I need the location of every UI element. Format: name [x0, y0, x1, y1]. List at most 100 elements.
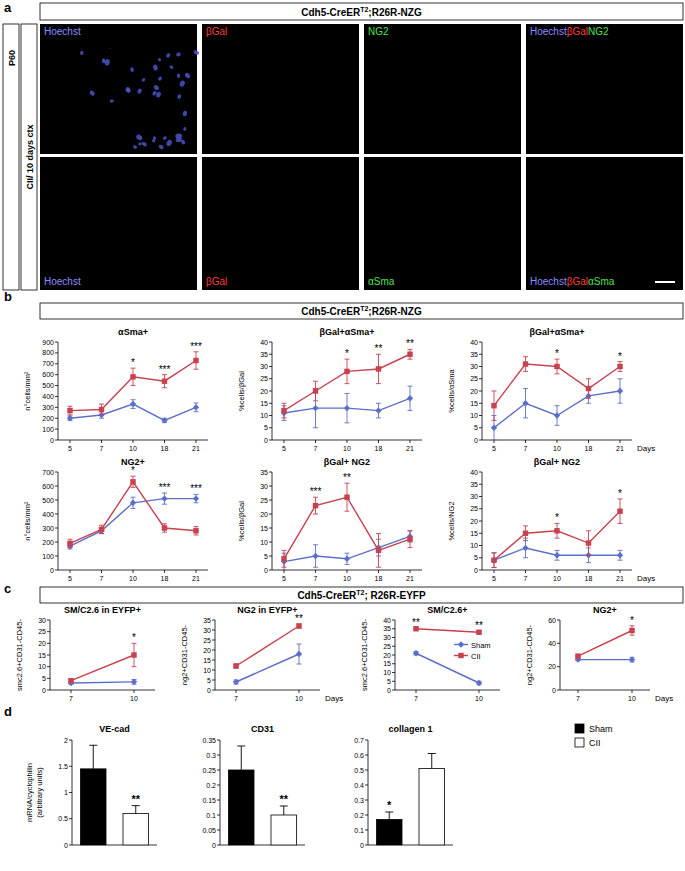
x-tick — [632, 690, 633, 693]
y-axis-label: %cells/αSma — [447, 368, 456, 412]
x-tick — [315, 440, 316, 443]
y-tick-label: 0.1 — [354, 827, 364, 834]
y-tick-label: 30 — [260, 483, 268, 490]
y-tick-label: 20 — [260, 511, 268, 518]
error-cap — [523, 417, 528, 418]
chart-title: βGal+ NG2 — [324, 457, 370, 467]
x-tick-label: 7 — [524, 445, 528, 452]
x-tick-label: 10 — [553, 445, 561, 452]
error-cap — [586, 378, 591, 379]
error-bar — [523, 357, 528, 372]
error-line — [389, 812, 390, 820]
marker — [586, 540, 591, 545]
y-tick — [217, 845, 220, 846]
x-tick-label: 21 — [616, 575, 624, 582]
series-line — [494, 548, 620, 560]
error-bar — [234, 664, 239, 668]
error-cap — [492, 567, 497, 568]
y-tick — [269, 486, 272, 487]
error-cap — [492, 567, 497, 568]
y-tick-label: 0.2 — [206, 782, 216, 789]
error-cap — [282, 570, 287, 571]
plot-area — [413, 626, 482, 686]
channel-label: HoechstβGalαSma — [530, 276, 615, 287]
significance: ** — [279, 793, 288, 805]
marker — [554, 412, 560, 418]
y-tick-label: 400 — [42, 511, 54, 518]
channel-label: βGal — [206, 26, 227, 37]
y-tick — [69, 792, 72, 793]
nucleus — [157, 58, 162, 63]
plot-area — [81, 745, 149, 845]
error-cap — [345, 564, 350, 565]
error-bar — [555, 406, 560, 426]
marker — [162, 378, 167, 383]
plot-area — [281, 483, 413, 570]
error-bar — [162, 524, 167, 532]
y-tick-label: 600 — [42, 371, 54, 378]
marker — [130, 374, 135, 379]
error-bar — [492, 553, 497, 568]
y-tick-label: 0 — [212, 842, 216, 849]
x-tick — [347, 570, 348, 573]
error-cap — [131, 408, 136, 409]
x-tick-label: 21 — [616, 445, 624, 452]
error-cap — [162, 504, 167, 505]
error-cap — [194, 535, 199, 536]
significance: * — [618, 488, 622, 499]
y-tick — [55, 514, 58, 515]
y-tick — [269, 415, 272, 416]
y-axis-label: smc2.6+CD31-CD45- — [360, 619, 369, 691]
y-tick-label: 0 — [64, 842, 68, 849]
nucleus — [125, 87, 131, 93]
nucleus — [141, 77, 146, 82]
nucleus — [177, 94, 182, 100]
series-line — [416, 629, 479, 633]
channel-part: βGal — [567, 26, 588, 37]
marker — [193, 528, 198, 533]
y-axis-label: %cells/βGal — [237, 371, 246, 411]
x-tick — [494, 570, 495, 573]
y-tick-label: 25 — [203, 637, 211, 644]
y-tick-label: 20 — [203, 647, 211, 654]
error-cap — [376, 383, 381, 384]
x-tick-label: 5 — [282, 445, 286, 452]
significance: ** — [375, 343, 383, 354]
marker — [523, 361, 528, 366]
y-tick-label: 40 — [548, 640, 556, 647]
plot-area — [67, 476, 199, 549]
series-line — [71, 682, 134, 683]
marker — [130, 500, 136, 506]
channel-label: HoechstβGalNG2 — [530, 26, 609, 37]
y-tick — [55, 556, 58, 557]
legend-swatch — [575, 724, 584, 733]
error-bar — [523, 389, 528, 418]
error-bar — [477, 631, 482, 635]
plot-area — [68, 643, 137, 686]
y-axis — [220, 740, 221, 845]
marker — [458, 653, 463, 658]
y-tick-label: 20 — [548, 663, 556, 670]
series-line — [284, 354, 410, 410]
error-bar — [428, 754, 436, 769]
significance: ** — [412, 617, 420, 628]
header-text: Cdh5-CreERT2;R26R-NZG — [301, 6, 422, 18]
y-tick — [55, 363, 58, 364]
marker — [476, 680, 482, 686]
error-cap — [428, 753, 436, 754]
nucleus — [125, 86, 132, 93]
nucleus — [193, 49, 200, 55]
error-bar — [194, 527, 199, 535]
marker — [130, 479, 135, 484]
x-tick — [578, 690, 579, 693]
y-tick — [269, 500, 272, 501]
y-tick-label: 0 — [50, 567, 54, 574]
error-cap — [408, 530, 413, 531]
error-bar — [132, 806, 140, 814]
error-bar — [492, 391, 497, 420]
y-tick — [392, 681, 395, 682]
y-tick-label: 25 — [383, 643, 391, 650]
panel-letter: d — [4, 704, 12, 719]
y-tick-label: 15 — [260, 400, 268, 407]
x-tick — [410, 440, 411, 443]
